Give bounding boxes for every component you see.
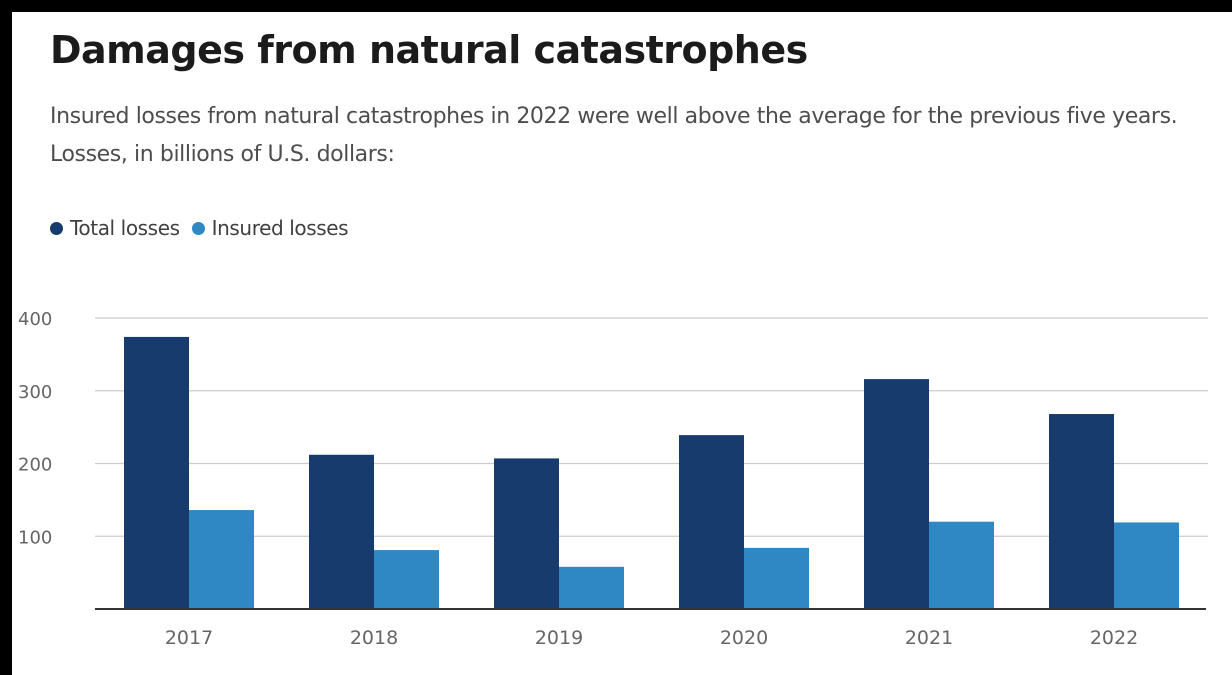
bar-insured [1114,522,1179,609]
legend-dot-insured-icon [191,221,205,235]
bar-insured [929,521,994,609]
legend-item-total: Total losses [50,216,180,240]
chart-title: Damages from natural catastrophes [50,28,808,72]
bar-total [679,435,744,609]
bar-insured [744,547,809,609]
bar-total [124,336,189,609]
legend-dot-total-icon [50,221,63,235]
legend-label-insured: Insured losses [211,216,349,240]
y-tick-label: 400 [18,309,52,330]
bar-insured [559,566,624,609]
y-tick-label: 200 [18,455,52,476]
x-tick-label: 2017 [165,627,213,649]
x-tick-label: 2022 [1090,627,1138,649]
legend-item-insured: Insured losses [191,216,349,240]
legend-label-total: Total losses [70,216,180,240]
chart-subtitle: Insured losses from natural catastrophes… [50,104,1178,167]
y-tick-label: 300 [18,382,52,403]
bar-chart: 100 200 300 400 2017 2018 2019 2020 2021 2022 [18,309,1208,649]
bar-insured [189,510,254,609]
bar-total [494,458,559,609]
legend: Total losses Insured losses [50,214,360,242]
bar-total [864,379,929,609]
chart-panel: Damages from natural catastrophes Insure… [12,12,1232,675]
x-tick-label: 2018 [350,627,398,649]
x-tick-label: 2019 [535,627,583,649]
x-tick-label: 2020 [720,627,768,649]
bar-total [309,454,374,609]
bar-insured [374,550,439,609]
bar-total [1049,414,1114,609]
y-tick-label: 100 [18,527,52,548]
x-tick-label: 2021 [905,627,953,649]
